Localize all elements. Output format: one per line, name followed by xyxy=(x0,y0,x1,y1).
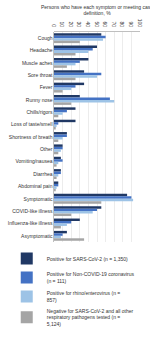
svg-text:50: 50 xyxy=(94,21,100,27)
svg-text:20: 20 xyxy=(68,21,74,27)
svg-text:90: 90 xyxy=(128,21,134,27)
svg-text:Positive for rhino/enterovirus: Positive for rhino/enterovirus (n =857) xyxy=(47,290,121,303)
svg-text:Chills/rigors: Chills/rigors xyxy=(26,109,53,115)
svg-text:0: 0 xyxy=(51,24,57,27)
svg-text:Shortness of breath: Shortness of breath xyxy=(9,134,53,140)
svg-text:COVID-like illness: COVID-like illness xyxy=(12,208,53,214)
svg-text:Symptomatic: Symptomatic xyxy=(24,196,53,202)
svg-text:Influenza-like illness: Influenza-like illness xyxy=(8,220,53,226)
svg-text:Abdominal pain: Abdominal pain xyxy=(18,183,53,189)
svg-text:Headache: Headache xyxy=(30,47,53,53)
svg-text:Positive for SARS-CoV-2 (n = 1: Positive for SARS-CoV-2 (n = 1,350) xyxy=(47,256,128,262)
svg-text:Persons who have each symptom: Persons who have each symptom or meeting… xyxy=(41,4,150,17)
svg-text:100: 100 xyxy=(137,19,143,28)
svg-text:Sore throat: Sore throat xyxy=(28,72,53,78)
svg-text:Muscle aches: Muscle aches xyxy=(22,60,53,66)
svg-text:Diarrhea: Diarrhea xyxy=(33,171,52,177)
svg-text:30: 30 xyxy=(76,21,82,27)
svg-text:Runny nose: Runny nose xyxy=(26,97,53,103)
svg-text:60: 60 xyxy=(102,21,108,27)
svg-text:Other: Other xyxy=(40,146,53,152)
svg-text:Loss of taste/smell: Loss of taste/smell xyxy=(11,121,52,127)
svg-text:Vomiting/nausea: Vomiting/nausea xyxy=(16,158,53,164)
svg-text:70: 70 xyxy=(111,21,117,27)
svg-text:40: 40 xyxy=(85,21,91,27)
svg-text:Cough: Cough xyxy=(38,35,53,41)
svg-text:Negative for SARS-CoV-2 and al: Negative for SARS-CoV-2 and all otherres… xyxy=(47,308,134,327)
svg-text:80: 80 xyxy=(119,21,125,27)
svg-text:Positive for Non-COVID-19 coro: Positive for Non-COVID-19 coronavirus(n … xyxy=(47,271,135,284)
svg-text:Asymptomatic: Asymptomatic xyxy=(21,233,53,239)
svg-text:Fever: Fever xyxy=(40,84,53,90)
svg-text:10: 10 xyxy=(59,21,65,27)
